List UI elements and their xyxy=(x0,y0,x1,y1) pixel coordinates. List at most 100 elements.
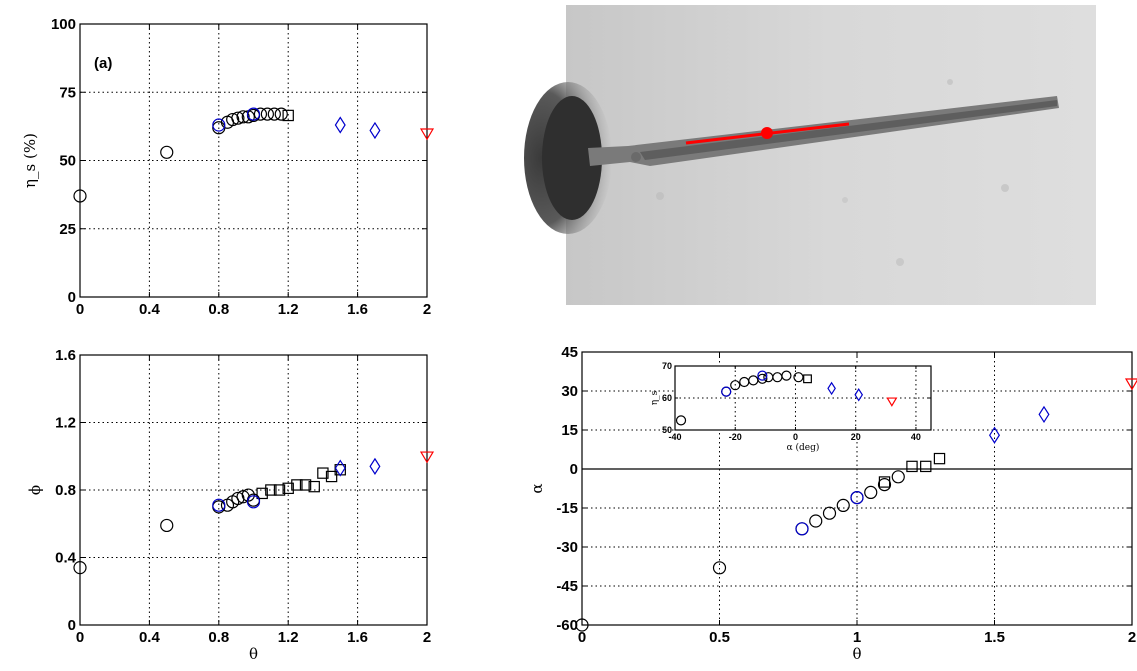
data-point xyxy=(267,107,281,121)
data-point xyxy=(864,485,878,499)
data-point xyxy=(274,107,288,121)
data-point xyxy=(575,618,589,632)
x-tick-label: 0.8 xyxy=(208,629,229,646)
y-tick-label: 0 xyxy=(68,617,76,634)
x-tick-label: 1.6 xyxy=(347,629,368,646)
y-axis-label: η_s xyxy=(650,390,660,405)
data-point xyxy=(712,561,727,575)
x-tick-label: 2 xyxy=(1128,629,1136,646)
data-point xyxy=(878,476,891,488)
y-tick-label: 50 xyxy=(59,153,76,170)
y-tick-label: 0.4 xyxy=(55,550,77,567)
data-point xyxy=(803,374,812,384)
x-tick-label: 1.5 xyxy=(984,629,1005,646)
data-point xyxy=(836,498,850,512)
data-point xyxy=(850,491,864,505)
plot-frame xyxy=(79,354,428,626)
x-tick-label: 0.4 xyxy=(139,301,161,318)
data-point xyxy=(73,189,87,203)
data-point xyxy=(988,426,1001,444)
data-point xyxy=(809,514,823,528)
x-tick-label: 0.5 xyxy=(709,629,730,646)
y-tick-label: 100 xyxy=(51,16,76,33)
panel-annotation: (a) xyxy=(94,55,112,72)
data-point xyxy=(73,561,87,575)
x-tick-label: 1 xyxy=(853,629,861,646)
y-axis-label: η_s (%) xyxy=(21,133,39,188)
x-tick-label: 0 xyxy=(76,301,84,318)
data-point xyxy=(282,109,294,122)
x-tick-label: 1.2 xyxy=(278,629,299,646)
chart-a: 0 0.4 0.8 1.2 1.6 2 0 25 50 75 100 η_s (%) (a) xyxy=(21,16,435,318)
data-point xyxy=(317,467,329,479)
chart-b: 0 0.4 0.8 1.2 1.6 2 0 0.4 0.8 1.2 1.6 θ ϕ xyxy=(26,347,435,663)
data-point xyxy=(822,506,837,520)
x-tick-label: 0.8 xyxy=(208,301,229,318)
data-point xyxy=(795,522,809,536)
y-axis-label: ϕ xyxy=(26,485,44,495)
x-tick-label: -40 xyxy=(668,432,681,442)
data-point xyxy=(299,479,312,491)
y-tick-label: 50 xyxy=(662,425,672,435)
x-tick-label: 0.4 xyxy=(139,629,161,646)
data-point xyxy=(793,372,804,383)
y-tick-label: -60 xyxy=(556,617,578,634)
chart-c-inset: -40 -20 0 20 40 50 60 70 α (deg) η_s xyxy=(650,361,932,453)
x-tick-label: 2 xyxy=(423,301,431,318)
data-point xyxy=(854,388,864,402)
x-axis-label: θ xyxy=(249,645,258,663)
data-point xyxy=(256,487,268,500)
x-tick-label: 1.6 xyxy=(347,301,368,318)
x-tick-label: 0 xyxy=(76,629,84,646)
data-point xyxy=(241,488,255,502)
data-point xyxy=(675,415,687,426)
x-axis-label: θ xyxy=(852,645,861,663)
plot-frame xyxy=(79,23,428,298)
data-point xyxy=(334,116,346,134)
y-tick-label: 25 xyxy=(59,221,76,238)
y-axis-label: α xyxy=(528,483,546,493)
y-tick-label: 1.2 xyxy=(55,415,76,432)
data-point xyxy=(246,495,261,509)
data-point xyxy=(260,107,274,121)
y-tick-label: 75 xyxy=(59,84,76,101)
y-tick-label: 1.6 xyxy=(55,347,76,364)
data-point xyxy=(781,370,792,381)
data-point xyxy=(877,478,892,492)
data-point xyxy=(291,479,303,491)
y-tick-label: 0 xyxy=(570,461,578,478)
y-tick-label: -45 xyxy=(556,578,578,595)
data-point xyxy=(419,128,435,141)
data-point xyxy=(273,484,286,496)
y-tick-label: -15 xyxy=(556,500,578,517)
x-tick-label: 40 xyxy=(911,432,921,442)
data-point xyxy=(827,381,836,396)
data-point xyxy=(757,373,768,384)
data-point xyxy=(369,121,381,140)
y-tick-label: 45 xyxy=(561,344,578,361)
data-point xyxy=(236,110,250,124)
data-point xyxy=(906,460,918,473)
data-point xyxy=(231,111,245,125)
data-point xyxy=(757,370,768,381)
data-point xyxy=(730,380,741,391)
data-point xyxy=(282,482,294,495)
data-point xyxy=(419,451,435,464)
y-tick-label: 70 xyxy=(662,361,672,371)
data-point xyxy=(160,145,174,159)
y-tick-label: 0.8 xyxy=(55,482,76,499)
y-tick-label: 60 xyxy=(662,393,672,403)
data-point xyxy=(369,457,381,475)
x-axis-label: α (deg) xyxy=(787,442,820,453)
data-point xyxy=(212,118,226,132)
data-point xyxy=(265,484,277,496)
data-point xyxy=(246,107,261,121)
y-tick-label: 15 xyxy=(561,422,578,439)
x-tick-label: 0 xyxy=(793,432,798,442)
data-point xyxy=(1124,378,1137,391)
data-point xyxy=(253,107,268,121)
data-point xyxy=(212,498,226,512)
data-point xyxy=(308,480,320,493)
data-point xyxy=(226,112,240,127)
